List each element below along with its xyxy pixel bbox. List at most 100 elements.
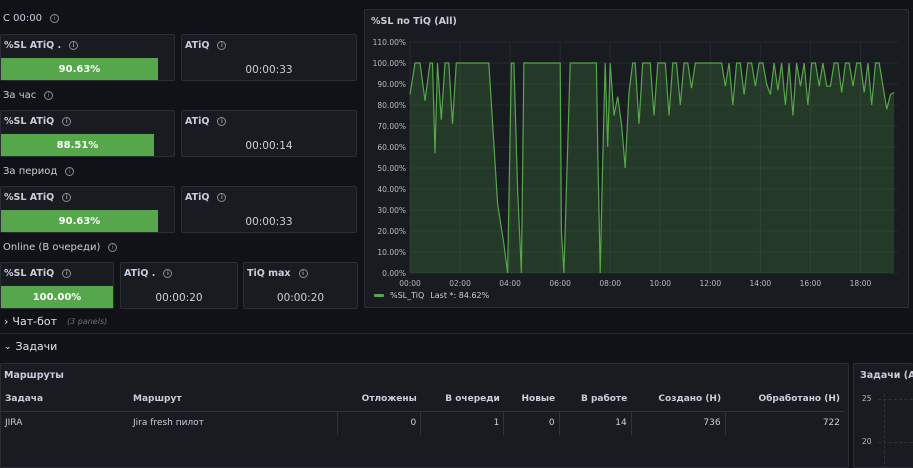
section-title-per-period: За период i (3, 166, 75, 177)
table-cell: 722 (822, 418, 840, 429)
info-icon[interactable]: i (49, 14, 59, 23)
table-header-row: Задача Маршрут Отложены В очереди Новые … (1, 387, 844, 411)
tiq-max-value: 00:00:20 (276, 292, 325, 304)
panel-sl-atiq-period[interactable]: %SL ATiQ i 90.63% (0, 186, 175, 233)
legend-series-name: %SL_TiQ (390, 291, 425, 300)
panel-title: ATiQ (185, 40, 210, 51)
panel-title: %SL ATiQ (4, 116, 55, 127)
panel-title: ATiQ . (124, 268, 156, 279)
panel-tiq-max-online[interactable]: TiQ max i 00:00:20 (243, 262, 358, 309)
y-tick-label: 25 (862, 394, 872, 403)
column-header[interactable]: Обработано (Н) (758, 393, 840, 404)
x-tick-label: 00:00 (399, 279, 421, 288)
grid-line (878, 442, 913, 443)
sl-gauge-bar: 100.00% (1, 286, 113, 308)
series-area (410, 63, 895, 273)
y-tick-label: 90.00% (377, 80, 406, 89)
table-cell: Jira fresh пилот (129, 411, 338, 435)
x-tick-label: 16:00 (800, 279, 822, 288)
table-cell: 1 (420, 411, 505, 435)
grid-line (884, 394, 885, 467)
row-tasks[interactable]: ⌄ Задачи (4, 340, 57, 353)
panel-tasks-all[interactable]: Задачи (All) 25 20 (853, 363, 913, 468)
row-title: Чат-бот (12, 315, 57, 328)
atiq-value: 00:00:20 (155, 292, 203, 304)
sl-tiq-chart[interactable]: 0.00% 10.00% 20.00% 30.00% 40.00% 50.00% 60.00… (365, 10, 910, 309)
y-tick-label: 70.00% (377, 122, 406, 131)
info-icon[interactable]: i (217, 117, 227, 126)
panel-title: %SL ATiQ . (4, 40, 62, 51)
atiq-value: 00:00:33 (245, 216, 293, 228)
info-icon[interactable]: i (163, 269, 173, 278)
info-icon[interactable]: i (217, 193, 227, 202)
table-cell: 736 (631, 411, 726, 435)
chart-title: %SL по TiQ (All) (371, 16, 457, 27)
y-tick-label: 20 (862, 437, 872, 446)
row-chatbot[interactable]: › Чат-бот (3 panels) (4, 315, 107, 328)
table-cell: JIRA (5, 418, 23, 429)
panel-atiq-online[interactable]: ATiQ . i 00:00:20 (120, 262, 238, 309)
sl-gauge-bar: 90.63% (1, 58, 158, 80)
section-title-since-midnight: С 00:00 i (3, 13, 59, 24)
column-header[interactable]: В очереди (445, 393, 500, 404)
panel-title: TiQ max (247, 268, 291, 279)
x-tick-label: 04:00 (499, 279, 521, 288)
column-header[interactable]: Задача (5, 393, 44, 404)
info-icon[interactable]: i (217, 41, 227, 50)
panel-title: ATiQ (185, 116, 210, 127)
atiq-value: 00:00:33 (245, 64, 293, 76)
table-cell: 0 (503, 411, 560, 435)
table-cell: 14 (559, 411, 632, 435)
routes-table: Задача Маршрут Отложены В очереди Новые … (1, 387, 844, 435)
y-tick-label: 110.00% (373, 38, 406, 47)
info-icon[interactable]: i (108, 243, 118, 252)
panel-title: Задачи (All) (860, 370, 913, 381)
info-icon[interactable]: i (298, 269, 308, 278)
panel-atiq-today[interactable]: ATiQ i 00:00:33 (181, 34, 357, 81)
panel-title: ATiQ (185, 192, 210, 203)
info-icon[interactable]: i (62, 117, 72, 126)
grid-line (878, 399, 913, 400)
info-icon[interactable]: i (69, 41, 79, 50)
y-tick-label: 0.00% (382, 269, 406, 278)
legend-swatch (374, 294, 384, 297)
panel-sl-atiq-hour[interactable]: %SL ATiQ i 88.51% (0, 110, 175, 157)
panel-sl-tiq-chart[interactable]: %SL по TiQ (All) 0.00% 10.00% 20.00% 30.00%… (364, 9, 909, 308)
info-icon[interactable]: i (62, 269, 72, 278)
table-row[interactable]: JIRA Jira fresh пилот 0 1 0 14 736 722 (1, 411, 844, 435)
column-header[interactable]: Новые (521, 393, 556, 404)
x-tick-label: 06:00 (549, 279, 571, 288)
column-header[interactable]: В работе (580, 393, 628, 404)
column-header[interactable]: Создано (Н) (658, 393, 722, 404)
row-title: Задачи (15, 340, 58, 353)
panel-sl-atiq-online[interactable]: %SL ATiQ i 100.00% (0, 262, 114, 309)
section-title-online: Online (В очереди) i (3, 242, 118, 253)
panels-count: (3 panels) (67, 317, 108, 326)
sl-gauge-bar: 90.63% (1, 210, 158, 232)
panel-atiq-hour[interactable]: ATiQ i 00:00:14 (181, 110, 357, 157)
panel-sl-atiq-today[interactable]: %SL ATiQ . i 90.63% (0, 34, 175, 81)
x-tick-label: 10:00 (649, 279, 671, 288)
x-tick-label: 12:00 (699, 279, 721, 288)
x-tick-label: 02:00 (449, 279, 471, 288)
info-icon[interactable]: i (65, 167, 75, 176)
panel-atiq-period[interactable]: ATiQ i 00:00:33 (181, 186, 357, 233)
table-cell: 0 (337, 411, 422, 435)
info-icon[interactable]: i (62, 193, 72, 202)
x-tick-label: 08:00 (599, 279, 621, 288)
y-tick-label: 10.00% (377, 248, 406, 257)
chevron-right-icon: › (4, 315, 9, 328)
column-header[interactable]: Отложены (361, 393, 417, 404)
series-line (409, 62, 895, 274)
y-tick-label: 100.00% (373, 59, 406, 68)
y-tick-label: 20.00% (377, 227, 406, 236)
column-header[interactable]: Маршрут (133, 393, 182, 404)
panel-routes-table[interactable]: Маршруты Задача Маршрут Отложены В очере… (0, 363, 849, 468)
y-tick-label: 30.00% (377, 206, 406, 215)
info-icon[interactable]: i (44, 91, 54, 100)
panel-title: %SL ATiQ (4, 192, 55, 203)
divider (0, 333, 913, 334)
x-tick-label: 14:00 (750, 279, 772, 288)
chart-legend[interactable]: %SL_TiQ Last *: 84.62% (374, 291, 489, 300)
table-title: Маршруты (4, 370, 64, 381)
